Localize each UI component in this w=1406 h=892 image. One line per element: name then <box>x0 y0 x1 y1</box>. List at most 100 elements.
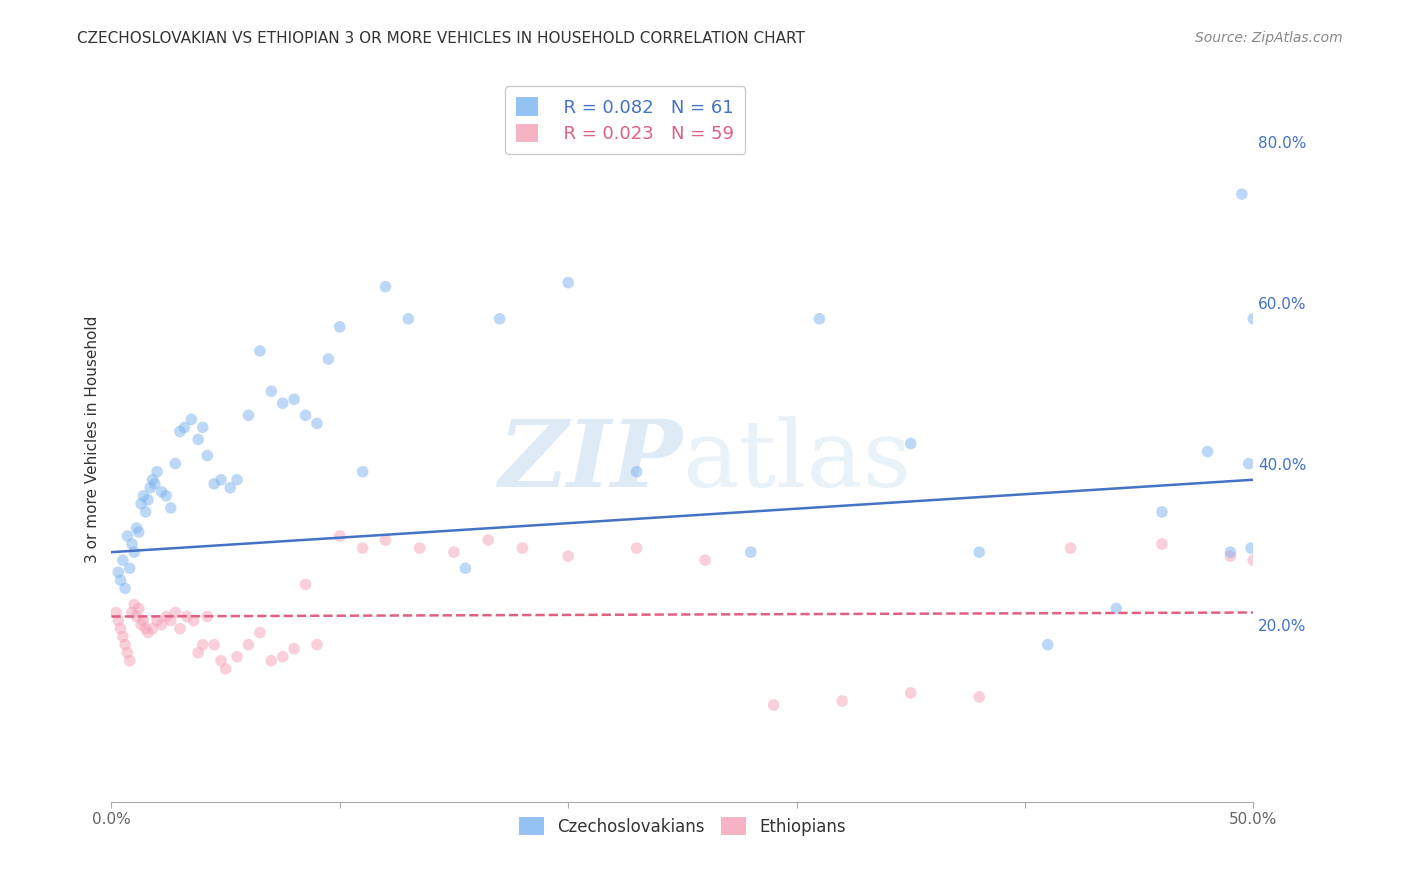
Point <box>129 617 152 632</box>
Point <box>374 533 396 547</box>
Point <box>1036 638 1059 652</box>
Point <box>136 625 159 640</box>
Point <box>626 541 648 555</box>
Point <box>1277 549 1299 564</box>
Text: Source: ZipAtlas.com: Source: ZipAtlas.com <box>1195 31 1343 45</box>
Point <box>195 449 218 463</box>
Point <box>117 646 139 660</box>
Point <box>135 505 157 519</box>
Point <box>202 476 225 491</box>
Point <box>226 649 249 664</box>
Point <box>132 614 155 628</box>
Point <box>294 577 316 591</box>
Point <box>132 489 155 503</box>
Point <box>294 409 316 423</box>
Point <box>1240 541 1263 555</box>
Point <box>488 311 510 326</box>
Point <box>352 465 374 479</box>
Point <box>283 392 305 407</box>
Point <box>141 622 163 636</box>
Point <box>136 492 159 507</box>
Point <box>831 694 853 708</box>
Point <box>900 686 922 700</box>
Point <box>159 500 181 515</box>
Point <box>143 476 166 491</box>
Point <box>107 566 129 580</box>
Point <box>111 630 134 644</box>
Point <box>329 529 352 543</box>
Point <box>271 649 294 664</box>
Point <box>117 529 139 543</box>
Point <box>209 654 232 668</box>
Point <box>139 481 162 495</box>
Point <box>1197 444 1219 458</box>
Point <box>271 396 294 410</box>
Point <box>128 524 150 539</box>
Point <box>173 420 195 434</box>
Point <box>454 561 477 575</box>
Point <box>118 561 141 575</box>
Point <box>155 489 177 503</box>
Point <box>226 473 249 487</box>
Point <box>1150 537 1173 551</box>
Point <box>512 541 534 555</box>
Point <box>125 609 148 624</box>
Point <box>305 417 328 431</box>
Point <box>107 614 129 628</box>
Point <box>238 638 260 652</box>
Point <box>695 553 717 567</box>
Point <box>329 319 352 334</box>
Point <box>409 541 432 555</box>
Point <box>238 409 260 423</box>
Point <box>260 384 283 399</box>
Point <box>626 465 648 479</box>
Point <box>1105 601 1128 615</box>
Point <box>129 497 152 511</box>
Point <box>477 533 499 547</box>
Y-axis label: 3 or more Vehicles in Household: 3 or more Vehicles in Household <box>86 316 100 563</box>
Point <box>808 311 831 326</box>
Text: ZIP: ZIP <box>498 417 682 507</box>
Point <box>1059 541 1081 555</box>
Point <box>249 343 271 358</box>
Point <box>1241 553 1264 567</box>
Point <box>396 311 419 326</box>
Point <box>110 622 132 636</box>
Point <box>187 646 209 660</box>
Point <box>122 545 145 559</box>
Point <box>352 541 374 555</box>
Point <box>146 465 169 479</box>
Point <box>169 622 191 636</box>
Point <box>155 609 177 624</box>
Point <box>214 662 236 676</box>
Point <box>1265 553 1288 567</box>
Point <box>176 609 198 624</box>
Point <box>967 690 990 704</box>
Point <box>557 276 579 290</box>
Point <box>967 545 990 559</box>
Point <box>318 352 340 367</box>
Point <box>150 484 173 499</box>
Point <box>219 481 242 495</box>
Point <box>249 625 271 640</box>
Point <box>900 436 922 450</box>
Point <box>283 641 305 656</box>
Point <box>195 609 218 624</box>
Text: atlas: atlas <box>682 417 911 507</box>
Point <box>1241 311 1264 326</box>
Point <box>111 553 134 567</box>
Point <box>1237 457 1260 471</box>
Point <box>740 545 762 559</box>
Point <box>118 654 141 668</box>
Point <box>165 606 187 620</box>
Point <box>374 279 396 293</box>
Point <box>183 614 205 628</box>
Point <box>114 638 136 652</box>
Point <box>187 433 209 447</box>
Point <box>135 622 157 636</box>
Legend: Czechoslovakians, Ethiopians: Czechoslovakians, Ethiopians <box>510 809 855 844</box>
Point <box>121 537 143 551</box>
Point <box>114 582 136 596</box>
Point <box>1219 545 1241 559</box>
Point <box>104 606 127 620</box>
